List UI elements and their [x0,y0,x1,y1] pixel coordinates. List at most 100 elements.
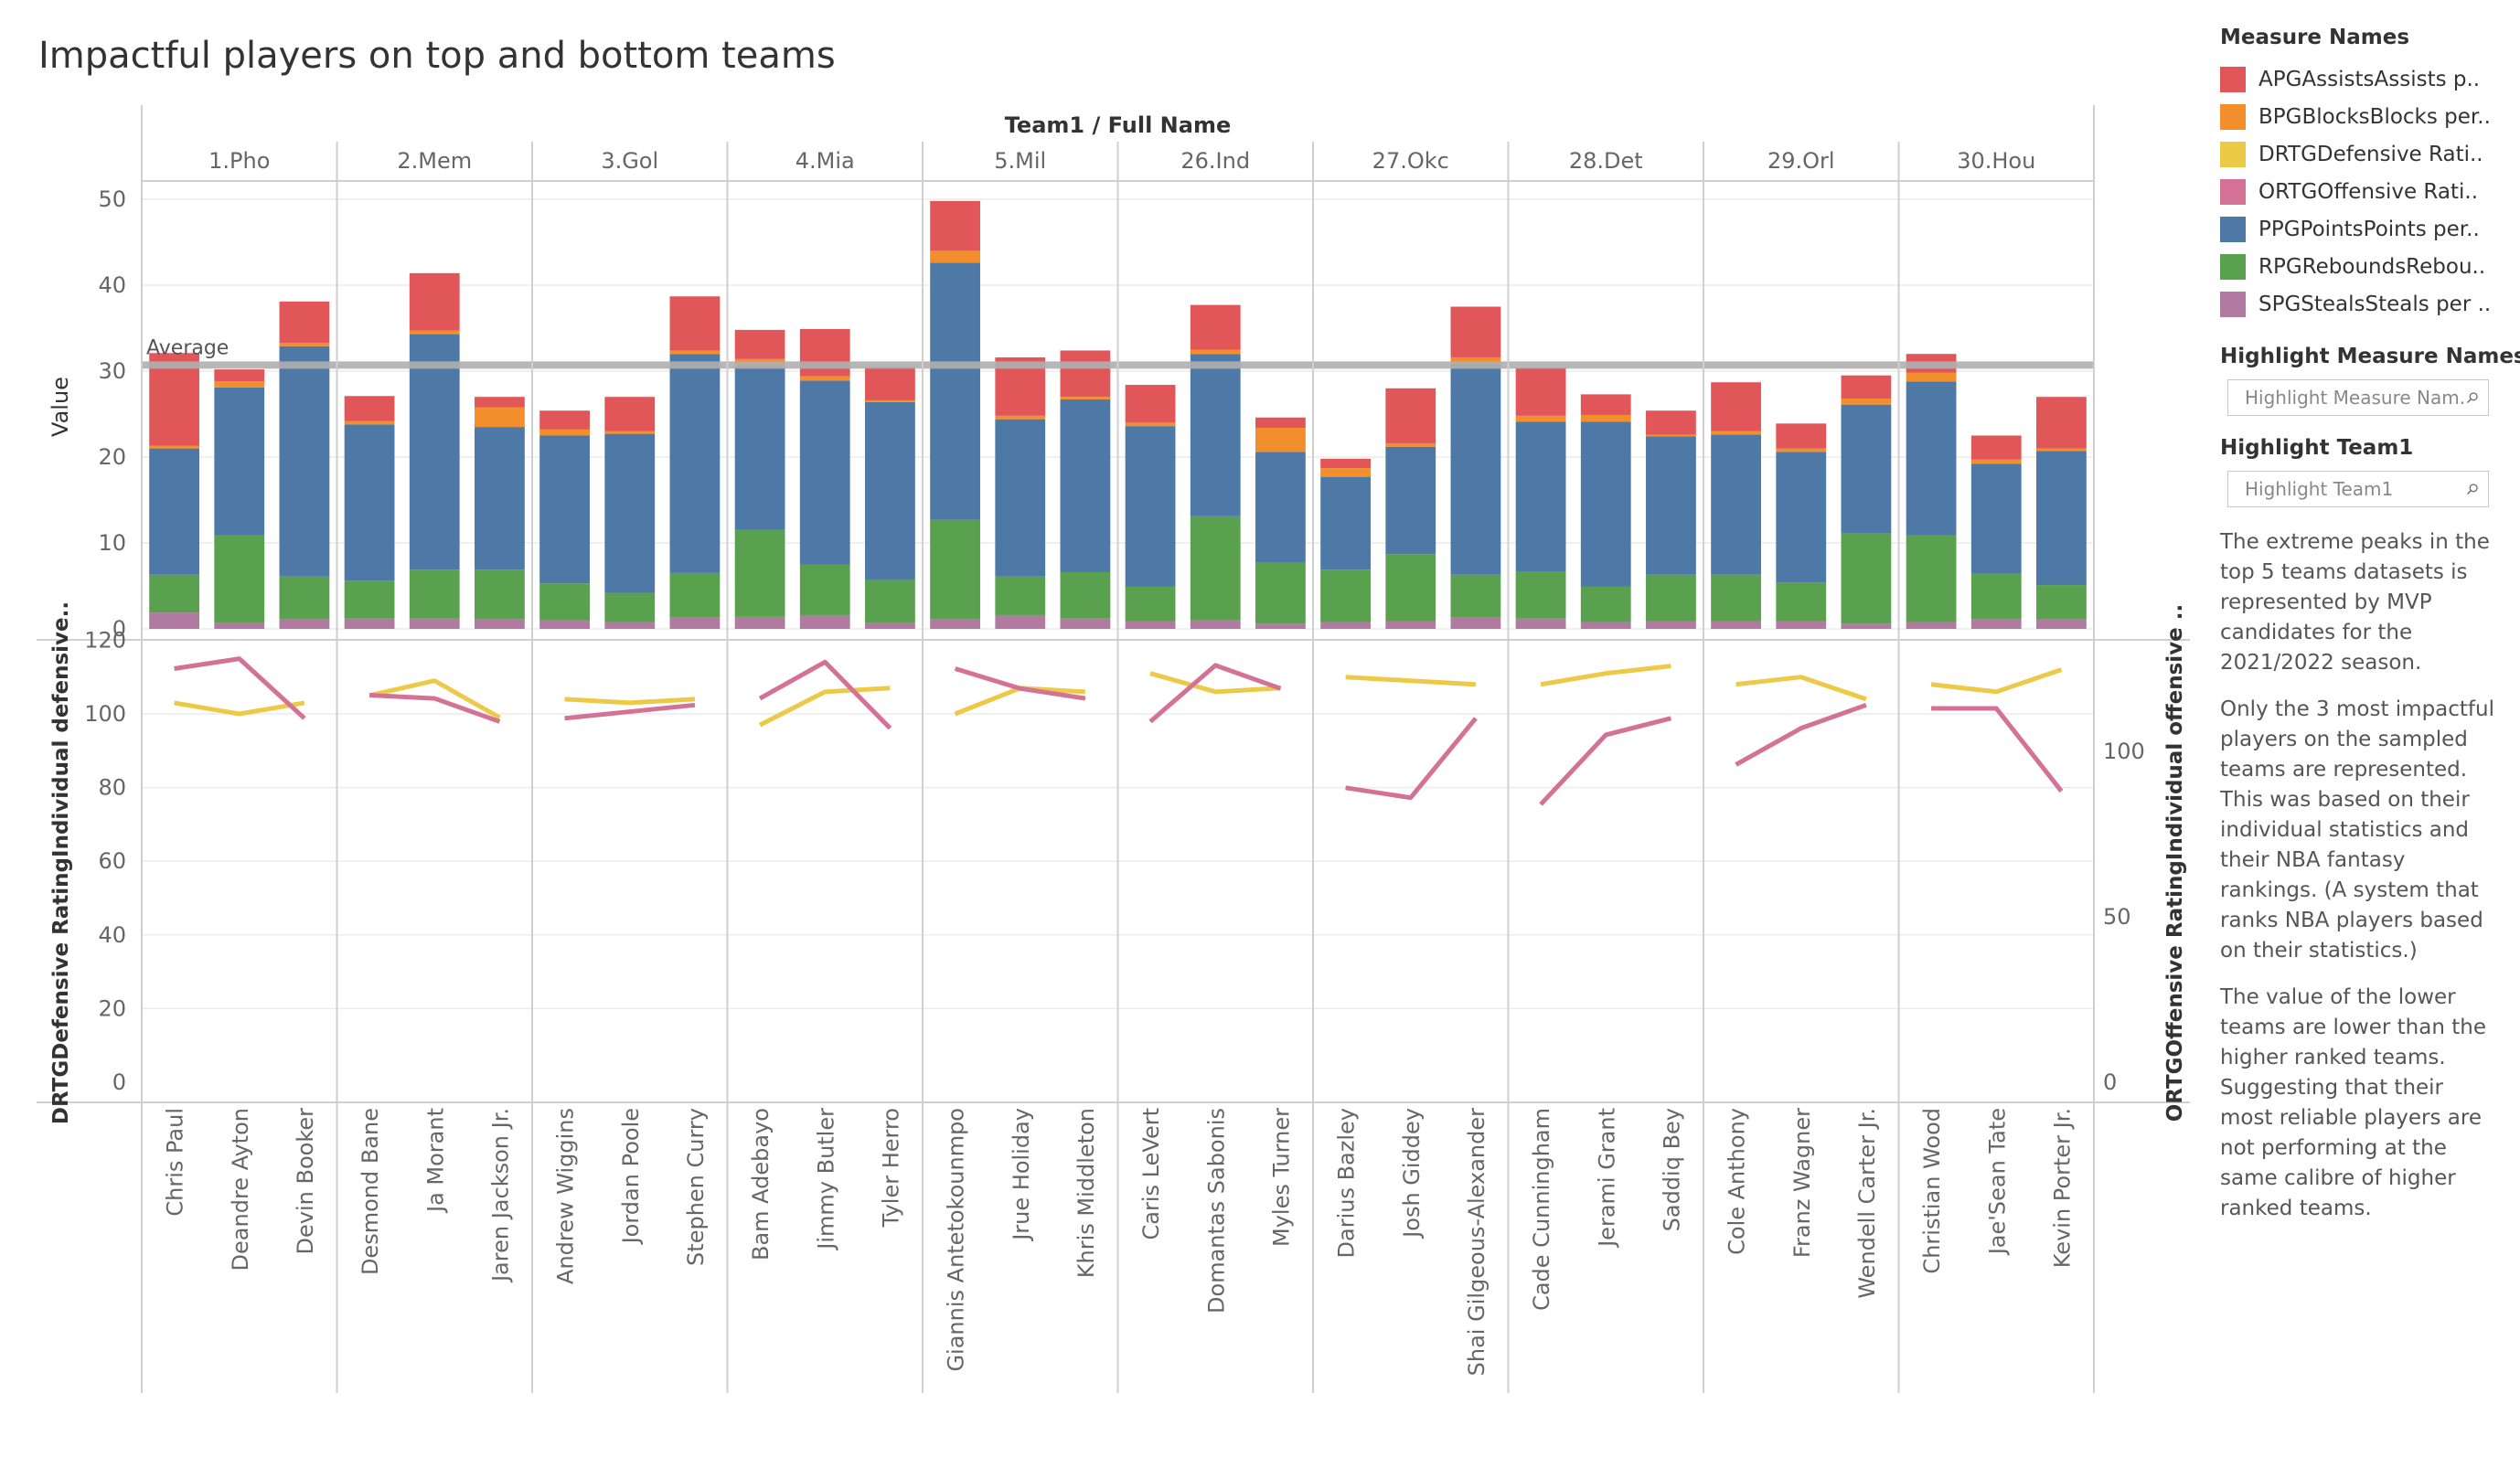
bar-segment-ppg [409,334,460,570]
bar-segment-spg [734,616,785,629]
bar-segment-bpg [669,350,721,355]
bar-segment-ppg [475,427,525,570]
player-label: Myles Turner [1268,1108,1294,1247]
ortg-line [564,702,696,721]
player-label: Cade Cunningham [1529,1108,1554,1311]
bar-segment-apg [1970,435,2022,460]
bar-segment-ppg [149,448,199,575]
legend-panel: Measure Names APGAssistsAssists p.. BPGBl… [2220,26,2520,1240]
bar-segment-bpg [1255,428,1306,452]
bar-segment-ppg [1385,446,1436,555]
bar-segment-spg [1711,621,1761,629]
header-label: Team1 / Full Name [1005,112,1232,138]
bar-segment-spg [1125,621,1176,629]
bar-segment-rpg [214,535,265,623]
highlight-measure-input[interactable] [2243,386,2466,410]
bar-segment-bpg [1906,372,1957,382]
bar-segment-rpg [475,569,525,620]
ortg-line [954,666,1086,701]
ortg-line [1345,717,1478,801]
bar-segment-apg [1190,304,1241,350]
bottom-left-y-tick: 60 [98,848,126,874]
legend-item[interactable]: SPGStealsSteals per .. [2220,285,2504,323]
player-label: Domantas Sabonis [1203,1108,1229,1314]
ortg-line [1931,706,2064,793]
bar-segment-rpg [1776,582,1827,622]
team-label: 5.Mil [994,148,1046,174]
bar-segment-spg [1450,617,1501,629]
legend-label: SPGStealsSteals per .. [2258,292,2492,316]
bar-segment-spg [149,612,199,629]
legend-swatch [2220,291,2246,317]
highlight-team-input[interactable] [2243,477,2466,501]
bar-segment-bpg [279,342,330,346]
bar-segment-ppg [1646,436,1696,575]
highlight-measure-title: Highlight Measure Names [2220,345,2520,368]
bar-segment-rpg [1255,562,1306,624]
bar-segment-spg [1841,623,1892,629]
highlight-measure-box[interactable] [2227,379,2489,416]
drtg-line [564,697,696,706]
team-label: 3.Gol [601,148,658,174]
bar-segment-ppg [865,401,915,580]
bottom-left-y-tick: 0 [112,1069,126,1095]
highlight-team-title: Highlight Team1 [2220,436,2414,460]
bar-segment-bpg [1190,349,1241,355]
panel-frame [37,105,2190,1393]
drtg-line [1149,671,1281,695]
player-label: Jimmy Butler [813,1108,838,1251]
bar-segment-ppg [279,346,330,577]
legend-item[interactable]: PPGPointsPoints per.. [2220,210,2504,248]
player-label: Deandre Ayton [228,1108,253,1271]
bar-segment-spg [1385,621,1436,629]
bar-segment-spg [604,622,656,629]
legend-swatch [2220,141,2246,167]
legend-item[interactable]: ORTGOffensive Rati.. [2220,173,2504,210]
legend-item[interactable]: BPGBlocksBlocks per.. [2220,98,2504,135]
bar-segment-ppg [1515,421,1566,572]
player-label: Cole Anthony [1724,1108,1750,1255]
search-icon[interactable] [2466,481,2479,497]
bar-segment-bpg [409,330,460,335]
bar-segment-bpg [1450,356,1501,365]
bar-segment-bpg [1580,414,1631,422]
chart-canvas: Average 01020304050020406080100120050100… [37,105,2190,1393]
bar-segment-spg [475,619,525,629]
bar-segment-ppg [1776,452,1827,583]
bar-segment-apg [1711,382,1761,431]
bar-segment-apg [1385,388,1436,443]
bar-segment-apg [865,367,915,400]
legend-item[interactable]: APGAssistsAssists p.. [2220,60,2504,98]
bar-segment-ppg [799,380,850,565]
bar-segment-spg [995,614,1046,629]
legend-item[interactable]: DRTGDefensive Rati.. [2220,135,2504,173]
player-label: Kevin Porter Jr. [2049,1108,2075,1268]
bar-segment-apg [1450,306,1501,357]
player-label: Jordan Poole [618,1108,644,1245]
bottom-left-y-tick: 80 [98,775,126,801]
bar-segment-spg [2036,619,2087,629]
legend-item[interactable]: RPGReboundsRebou.. [2220,248,2504,285]
bar-segment-bpg [344,420,395,425]
search-icon[interactable] [2466,389,2479,406]
bar-segment-apg [475,397,525,408]
bar-segment-rpg [1060,571,1111,619]
player-label: Khris Middleton [1073,1108,1099,1278]
bar-segment-rpg [279,576,330,620]
bar-segment-rpg [149,574,199,613]
highlight-team-box[interactable] [2227,471,2489,507]
bar-segment-spg [1776,621,1827,629]
team-label: 29.Orl [1767,148,1835,174]
bar-segment-rpg [604,592,656,622]
bar-segment-apg [604,397,656,431]
top-y-axis-title: Value [48,377,73,437]
player-label: Caris LeVert [1138,1108,1164,1239]
player-label: Bam Adebayo [748,1108,774,1261]
bar-segment-spg [539,620,590,629]
bar-segment-apg [1646,410,1696,435]
player-label: Shai Gilgeous-Alexander [1464,1108,1490,1376]
bar-segment-ppg [344,424,395,581]
bar-segment-ppg [214,387,265,536]
bar-segment-bpg [1385,442,1436,447]
